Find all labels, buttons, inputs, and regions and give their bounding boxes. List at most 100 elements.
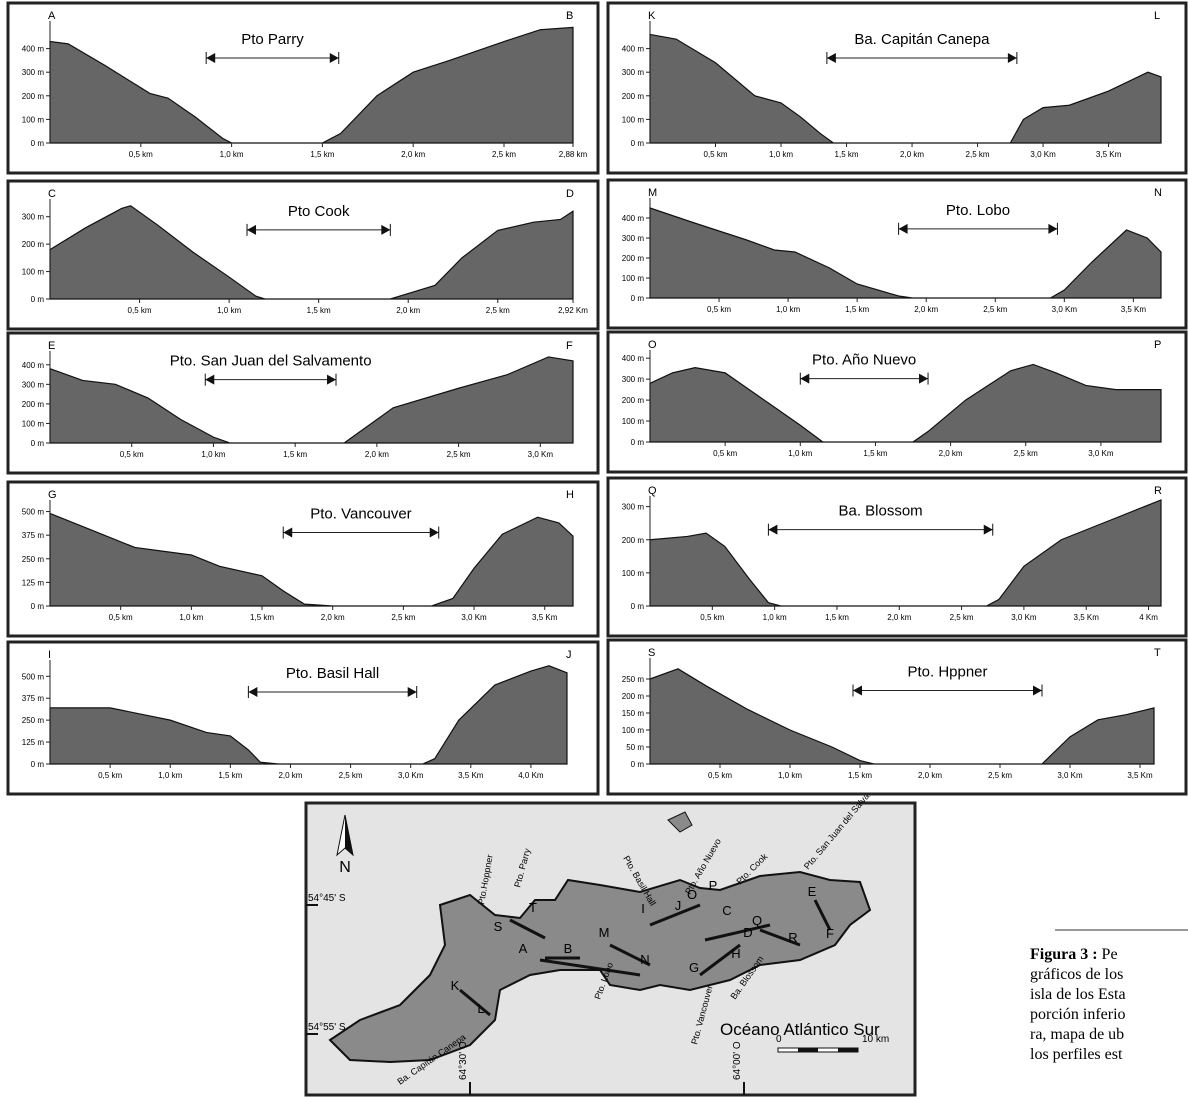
x-tick-label: 1,5 km xyxy=(845,305,869,314)
start-label: E xyxy=(48,340,55,352)
profile-panel: 0 m 100 m 200 m 300 m 0,5 km 1,0 km 1,5 km 2,0 … xyxy=(6,179,600,331)
x-tick-label: 3,0 Km xyxy=(1011,613,1037,622)
y-tick-label: 500 m xyxy=(22,672,45,681)
x-tick-label: 3,0 Km xyxy=(1030,150,1056,159)
x-tick-label: 1,0 km xyxy=(158,771,182,780)
end-label: L xyxy=(1154,10,1160,22)
arrow-head xyxy=(247,224,257,235)
y-tick-label: 150 m xyxy=(622,709,645,718)
lon-label: 64°30' O xyxy=(458,1041,469,1080)
profile-letter: O xyxy=(687,887,697,902)
x-tick-label: 3,5 Km xyxy=(458,771,484,780)
y-tick-label: 0 m xyxy=(31,760,45,769)
profile-title: Ba. Blossom xyxy=(838,503,922,520)
profile-letter: A xyxy=(519,941,528,956)
arrow-head xyxy=(429,527,439,538)
x-tick-label: 2,5 km xyxy=(492,150,516,159)
y-tick-label: 0 m xyxy=(31,439,45,448)
arrow-head xyxy=(768,524,778,535)
y-tick-label: 200 m xyxy=(22,92,45,101)
y-tick-label: 0 m xyxy=(631,139,645,148)
scale-seg xyxy=(798,1048,818,1052)
start-label: C xyxy=(48,188,56,200)
x-tick-label: 2,5 km xyxy=(1014,449,1038,458)
x-tick-label: 2,5 km xyxy=(983,305,1007,314)
x-tick-label: 2,0 km xyxy=(401,150,425,159)
map: N 54°45' S 54°55' S 64°30' O 64°00' O Oc… xyxy=(304,772,917,1097)
end-label: D xyxy=(566,188,574,200)
x-tick-label: 1,5 km xyxy=(863,449,887,458)
scale-seg xyxy=(838,1048,858,1052)
arrow-head xyxy=(381,224,391,235)
end-label: P xyxy=(1154,339,1161,351)
y-tick-label: 250 m xyxy=(22,716,45,725)
profile-letter: N xyxy=(640,952,649,967)
y-tick-label: 0 m xyxy=(31,602,45,611)
caption: Figura 3 : Pe gráficos de los isla de lo… xyxy=(1030,945,1126,1065)
x-tick-label: 1,5 km xyxy=(835,150,859,159)
profile-letter: E xyxy=(808,884,817,899)
arrow-head xyxy=(919,373,929,384)
x-tick-label: 2,5 km xyxy=(966,150,990,159)
x-tick-label: 2,5 km xyxy=(391,613,415,622)
profile-panel: 0 m 125 m 250 m 375 m 500 m 0,5 km 1,0 km 1,5 k… xyxy=(6,480,600,638)
x-tick-label: 2,5 km xyxy=(950,613,974,622)
x-tick-label: 1,5 km xyxy=(848,771,872,780)
profile-section xyxy=(609,943,651,967)
profile-panel: 0 m 50 m 100 m 150 m 200 m 250 m 0,5 km 1,0 km 1… xyxy=(606,638,1188,796)
start-label: Q xyxy=(648,485,657,497)
profile-title: Pto Parry xyxy=(241,31,304,48)
x-tick-label: 1,0 km xyxy=(769,150,793,159)
profile-letter: Q xyxy=(752,913,762,928)
profile-title: Pto. San Juan del Salvamento xyxy=(170,353,372,370)
x-tick-label: 0,5 km xyxy=(120,450,144,459)
x-tick-label: 1,5 km xyxy=(250,613,274,622)
x-tick-label: 2,0 km xyxy=(396,306,420,315)
profile-panel: 0 m 100 m 200 m 300 m 0,5 km 1,0 km 1,5 km 2,0 … xyxy=(606,476,1188,638)
north-label: N xyxy=(339,859,351,876)
north-arrow-half xyxy=(345,815,353,855)
y-tick-label: 125 m xyxy=(22,738,45,747)
x-tick-label: 2,5 km xyxy=(447,450,471,459)
y-tick-label: 100 m xyxy=(22,115,45,124)
elevation-area xyxy=(49,205,574,300)
x-tick-label: 3,0 Km xyxy=(1088,449,1114,458)
arrow-head xyxy=(206,53,216,64)
profile-letter: T xyxy=(529,900,537,915)
x-tick-label: 4 Km xyxy=(1139,613,1158,622)
profile-letter: C xyxy=(722,903,731,918)
x-tick-label: 3,0 Km xyxy=(528,450,554,459)
x-tick-label: 2,0 km xyxy=(278,771,302,780)
y-tick-label: 375 m xyxy=(22,531,45,540)
x-tick-label: 2,0 km xyxy=(887,613,911,622)
x-tick-label: 3,5 Km xyxy=(1121,305,1147,314)
profile-section xyxy=(539,958,641,977)
y-tick-label: 100 m xyxy=(22,419,45,428)
y-tick-label: 50 m xyxy=(626,743,644,752)
lat-label: 54°55' S xyxy=(308,1022,346,1033)
arrow-head xyxy=(205,374,215,385)
y-tick-label: 400 m xyxy=(622,214,645,223)
profile-letter: P xyxy=(709,878,718,893)
elevation-area xyxy=(649,207,1162,299)
profile-panel: 0 m 100 m 200 m 300 m 400 m 0,5 km 1,0 km 1,5 k… xyxy=(606,1,1188,175)
y-tick-label: 125 m xyxy=(22,578,45,587)
elevation-area xyxy=(49,356,574,444)
start-label: S xyxy=(648,647,655,659)
profile-letter: B xyxy=(564,941,573,956)
profile-title: Pto. Vancouver xyxy=(310,506,411,523)
y-tick-label: 300 m xyxy=(22,380,45,389)
x-tick-label: 1,0 km xyxy=(220,150,244,159)
profile-section xyxy=(813,899,832,931)
y-tick-label: 100 m xyxy=(622,115,645,124)
x-tick-label: 3,0 Km xyxy=(398,771,424,780)
x-tick-label: 4,0 Km xyxy=(518,771,544,780)
caption-text: Pe xyxy=(1101,946,1118,963)
profile-section xyxy=(699,943,741,977)
x-tick-label: 0,5 km xyxy=(707,305,731,314)
y-tick-label: 300 m xyxy=(622,68,645,77)
x-tick-label: 2,0 km xyxy=(918,771,942,780)
x-tick-label: 0,5 km xyxy=(708,771,732,780)
y-tick-label: 400 m xyxy=(22,361,45,370)
x-tick-label: 2,5 km xyxy=(486,306,510,315)
